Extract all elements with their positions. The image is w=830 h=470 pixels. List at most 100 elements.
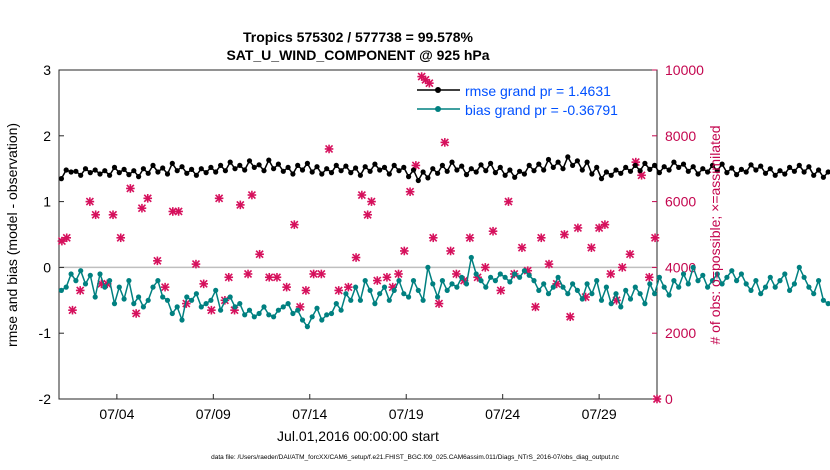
rmse-point xyxy=(353,165,359,171)
bias-point xyxy=(319,317,325,323)
obs-assimilated-point xyxy=(57,236,67,246)
rmse-point xyxy=(661,164,667,170)
bias-point xyxy=(377,291,383,297)
bias-point xyxy=(280,304,286,310)
rmse-point xyxy=(603,169,610,175)
bias-point xyxy=(545,291,552,297)
bias-point xyxy=(676,284,682,290)
rmse-point xyxy=(449,159,455,165)
rmse-point xyxy=(705,169,711,175)
rmse-point xyxy=(338,168,344,174)
rmse-point xyxy=(767,166,773,172)
rmse-point xyxy=(189,166,195,172)
rmse-point xyxy=(430,166,436,172)
x-axis-ticks: 07/04 07/09 07/14 07/19 07/24 07/29 xyxy=(99,394,617,422)
rmse-point xyxy=(78,172,84,178)
obs-assimilated-point xyxy=(644,272,654,282)
legend: rmse grand pr = 1.4631 bias grand pr = -… xyxy=(417,83,618,118)
rmse-point xyxy=(256,162,262,168)
rmse-point xyxy=(570,162,576,168)
rmse-point xyxy=(473,169,479,175)
rmse-point xyxy=(478,162,484,168)
bias-point xyxy=(357,297,363,303)
bias-point xyxy=(570,281,576,287)
obs-assimilated-point xyxy=(428,233,438,243)
bias-point xyxy=(381,284,388,290)
obs-assimilated-point xyxy=(247,190,257,200)
bias-point xyxy=(184,294,190,300)
bias-point xyxy=(256,310,262,317)
rmse-point xyxy=(328,170,335,176)
bias-point xyxy=(608,301,614,307)
obs-assimilated-point xyxy=(174,207,183,216)
obs-assimilated-point xyxy=(560,230,569,239)
bias-point xyxy=(82,281,89,287)
rmse-point xyxy=(816,167,822,173)
rmse-point xyxy=(102,168,108,174)
obs-assimilated-point xyxy=(137,203,147,213)
obs-assimilated-point xyxy=(363,210,372,220)
rmse-point xyxy=(150,162,156,168)
rmse-point xyxy=(343,163,349,169)
rmse-point xyxy=(439,162,445,168)
obs-assimilated-point xyxy=(324,144,334,154)
obs-assimilated-point xyxy=(351,253,361,262)
bias-point xyxy=(140,304,146,310)
bias-point xyxy=(700,272,706,278)
obs-assimilated-point xyxy=(544,259,554,269)
rmse-point xyxy=(608,172,614,178)
bias-point xyxy=(78,268,84,274)
rmse-point xyxy=(251,164,257,170)
obs-assimilated-point xyxy=(153,256,162,266)
x-tick-label: 07/04 xyxy=(99,406,134,422)
bias-point xyxy=(121,296,127,302)
rmse-point xyxy=(406,174,412,180)
obs-assimilated-point xyxy=(650,233,660,243)
left-tick-label: 2 xyxy=(43,128,51,144)
y-axis-left-label: rmse and bias (model - observation) xyxy=(4,123,20,347)
bias-point xyxy=(598,297,605,303)
rmse-point xyxy=(232,166,238,172)
bias-point xyxy=(627,296,634,302)
bias-point xyxy=(695,278,701,284)
rmse-point xyxy=(820,174,827,180)
obs-assimilated-point xyxy=(255,249,264,259)
bias-point xyxy=(671,278,677,284)
bias-point xyxy=(174,304,180,310)
bias-point xyxy=(391,287,397,293)
obs-assimilated-point xyxy=(272,272,282,282)
bias-point xyxy=(825,301,830,307)
x-tick-label: 07/09 xyxy=(196,406,231,422)
bias-point xyxy=(454,284,460,290)
x-tick-label: 07/24 xyxy=(485,406,520,422)
rmse-point xyxy=(218,162,224,168)
rmse-point xyxy=(753,167,759,173)
legend-rmse-label: rmse grand pr = 1.4631 xyxy=(465,83,611,99)
obs-assimilated-point xyxy=(357,190,367,200)
rmse-point xyxy=(290,171,296,177)
bias-point xyxy=(685,281,691,287)
bias-point xyxy=(362,278,368,284)
bias-point xyxy=(425,264,431,270)
bias-point xyxy=(560,284,566,290)
rmse-point xyxy=(719,161,725,167)
rmse-point xyxy=(116,170,122,176)
bias-point xyxy=(492,278,498,284)
bias-point xyxy=(521,268,528,274)
obs-assimilated-point xyxy=(625,249,635,259)
rmse-point xyxy=(787,164,793,170)
bias-point xyxy=(473,271,479,277)
obs-assimilated-point xyxy=(131,309,141,318)
bias-point xyxy=(594,278,600,284)
rmse-point xyxy=(174,168,180,174)
rmse-point xyxy=(825,169,830,175)
x-tick-label: 07/14 xyxy=(292,406,327,422)
bias-point xyxy=(353,284,359,290)
bias-point xyxy=(743,281,749,287)
bias-point xyxy=(295,307,301,313)
bias-point xyxy=(801,274,807,280)
obs-assimilated-point xyxy=(243,269,253,279)
bias-point xyxy=(738,271,745,277)
rmse-point xyxy=(324,166,330,172)
left-tick-label: 3 xyxy=(43,62,51,78)
